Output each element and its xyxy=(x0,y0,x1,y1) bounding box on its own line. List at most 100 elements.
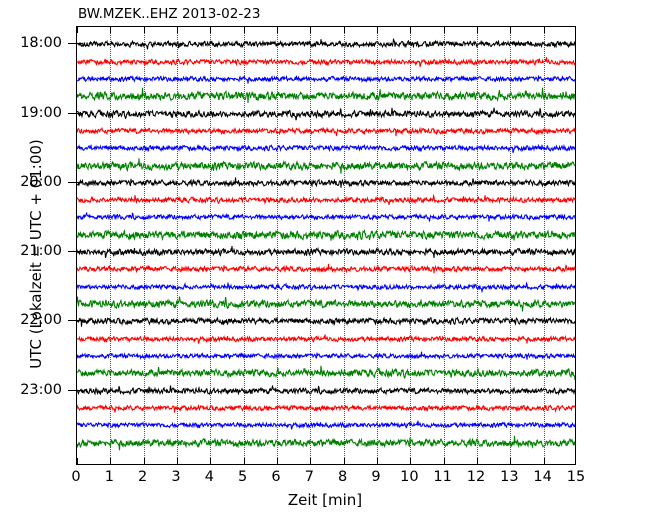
y-tick-mark-inner xyxy=(76,112,83,114)
x-tick-mark xyxy=(477,27,478,33)
x-tick-mark xyxy=(343,27,345,33)
gridline xyxy=(343,27,345,464)
x-tick-mark xyxy=(210,458,212,464)
x-tick-label: 9 xyxy=(371,469,381,485)
seismic-trace xyxy=(77,105,576,123)
seismic-trace xyxy=(77,312,576,330)
page-title: BW.MZEK..EHZ 2013-02-23 xyxy=(78,6,261,22)
y-tick-mark-inner xyxy=(76,181,83,183)
x-tick-mark xyxy=(310,458,312,464)
y-tick-mark xyxy=(68,43,77,45)
seismic-trace xyxy=(77,295,576,313)
seismic-trace xyxy=(77,364,576,382)
x-tick-mark xyxy=(77,27,78,33)
x-axis-title: Zeit [min] xyxy=(287,491,363,509)
seismic-trace xyxy=(77,191,576,209)
seismic-trace xyxy=(77,382,576,400)
x-tick-label: 10 xyxy=(400,469,419,485)
seismic-trace xyxy=(77,243,576,261)
seismic-trace xyxy=(77,122,576,140)
x-tick-mark xyxy=(510,458,512,464)
gridline xyxy=(243,27,245,464)
y-tick-mark-inner xyxy=(76,320,83,322)
x-tick-label: 11 xyxy=(433,469,452,485)
gridline xyxy=(177,27,178,464)
x-tick-mark xyxy=(443,458,445,464)
x-tick-mark xyxy=(243,27,245,33)
x-tick-mark xyxy=(410,458,412,464)
x-tick-mark xyxy=(110,27,112,33)
y-tick-label: 22:00 xyxy=(20,312,62,329)
y-tick-mark-inner xyxy=(76,389,83,391)
seismic-trace xyxy=(77,87,576,105)
y-tick-mark-inner xyxy=(76,251,83,253)
x-tick-label: 2 xyxy=(138,469,148,485)
x-tick-mark xyxy=(110,458,112,464)
seismic-trace xyxy=(77,35,576,53)
x-tick-label: 15 xyxy=(566,469,586,485)
seismic-trace xyxy=(77,347,576,365)
gridline xyxy=(377,27,378,464)
seismic-trace xyxy=(77,260,576,278)
y-tick-label: 18:00 xyxy=(20,35,62,52)
x-tick-label: 13 xyxy=(500,469,519,485)
x-tick-mark xyxy=(143,458,145,464)
gridline xyxy=(110,27,112,464)
seismic-trace xyxy=(77,278,576,296)
x-tick-label: 6 xyxy=(271,469,281,485)
y-tick-mark xyxy=(68,112,77,114)
seismic-trace xyxy=(77,157,576,175)
y-axis-title: UTC (Lokalzeit = UTC + 01:00) xyxy=(27,139,45,369)
x-tick-mark xyxy=(377,27,378,33)
x-tick-mark xyxy=(277,458,278,464)
gridline xyxy=(143,27,145,464)
y-tick-mark xyxy=(68,389,77,391)
seismic-trace xyxy=(77,226,576,244)
seismic-trace xyxy=(77,208,576,226)
x-tick-label: 12 xyxy=(466,469,486,485)
gridline xyxy=(543,27,545,464)
gridline xyxy=(477,27,478,464)
x-tick-mark xyxy=(277,27,278,33)
seismic-trace xyxy=(77,70,576,88)
x-tick-mark xyxy=(443,27,445,33)
seismic-trace xyxy=(77,434,576,452)
x-tick-mark xyxy=(243,458,245,464)
x-tick-label: 1 xyxy=(104,469,114,485)
x-tick-label: 4 xyxy=(204,469,214,485)
x-tick-mark xyxy=(543,458,545,464)
x-tick-mark xyxy=(210,27,212,33)
gridline xyxy=(210,27,212,464)
x-tick-mark xyxy=(177,458,178,464)
x-tick-mark xyxy=(77,458,78,464)
seismic-trace xyxy=(77,139,576,157)
y-tick-label: 20:00 xyxy=(20,173,62,190)
x-tick-mark xyxy=(343,458,345,464)
seismic-trace xyxy=(77,416,576,434)
y-tick-mark xyxy=(68,251,77,253)
y-tick-mark xyxy=(68,320,77,322)
gridline xyxy=(410,27,412,464)
seismic-trace xyxy=(77,330,576,348)
x-tick-mark xyxy=(510,27,512,33)
x-tick-mark xyxy=(177,27,178,33)
x-tick-mark xyxy=(310,27,312,33)
seismic-trace xyxy=(77,53,576,71)
y-tick-label: 19:00 xyxy=(20,104,62,121)
x-tick-mark xyxy=(143,27,145,33)
seismic-trace xyxy=(77,174,576,192)
x-tick-label: 7 xyxy=(304,469,314,485)
gridline xyxy=(277,27,278,464)
x-tick-mark xyxy=(543,27,545,33)
x-tick-label: 5 xyxy=(238,469,248,485)
plot-area xyxy=(76,26,576,465)
x-tick-mark xyxy=(377,458,378,464)
x-tick-label: 14 xyxy=(533,469,552,485)
y-tick-label: 23:00 xyxy=(20,381,62,398)
gridline xyxy=(443,27,445,464)
x-tick-label: 0 xyxy=(71,469,81,485)
x-tick-label: 3 xyxy=(171,469,181,485)
seismic-trace xyxy=(77,399,576,417)
y-tick-mark-inner xyxy=(76,43,83,45)
